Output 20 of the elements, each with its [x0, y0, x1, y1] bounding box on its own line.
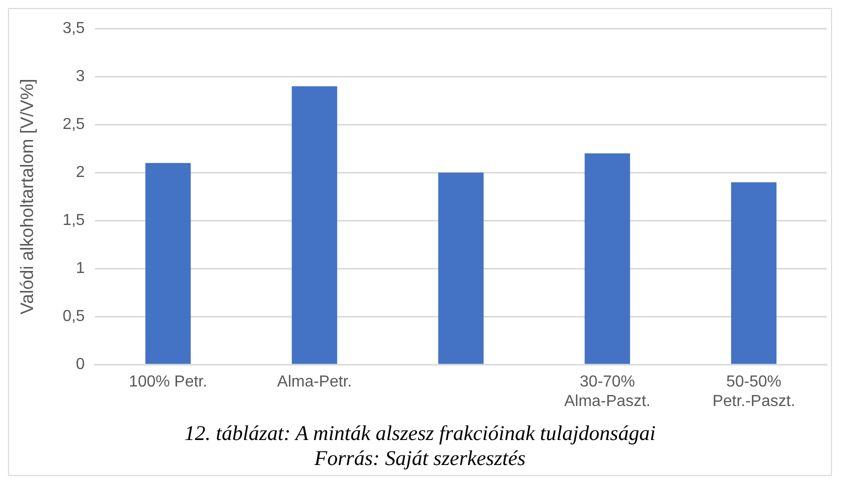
x-tick-label: Alma-Petr. [277, 374, 352, 391]
y-tick-label: 0 [76, 356, 85, 374]
bar [438, 172, 484, 364]
x-tick-label: 100% Petr. [128, 374, 208, 391]
bar [731, 182, 776, 364]
y-tick-label: 2,5 [62, 116, 85, 134]
y-tick-label: 1 [76, 260, 85, 278]
text: Forrás: Saját szerkesztés [313, 446, 527, 471]
y-tick-label: 1,5 [62, 212, 85, 230]
y-tick-label: 2 [76, 164, 85, 182]
bar [584, 153, 630, 364]
bar [292, 86, 338, 364]
y-tick-label: 3,5 [62, 20, 85, 38]
x-tick-label: 30-70% Alma-Paszt. [564, 374, 650, 410]
y-tick-label: 3 [76, 68, 85, 86]
y-axis-title: Valódi alkoholtartalom [V/V%] [16, 78, 37, 314]
bar [145, 163, 191, 364]
x-tick-label: 50-50% Petr.-Paszt. [712, 374, 796, 410]
text: 12. táblázat: A minták alszesz frakcióinak tulajdonságai [183, 421, 657, 446]
y-tick-label: 0,5 [62, 308, 85, 326]
